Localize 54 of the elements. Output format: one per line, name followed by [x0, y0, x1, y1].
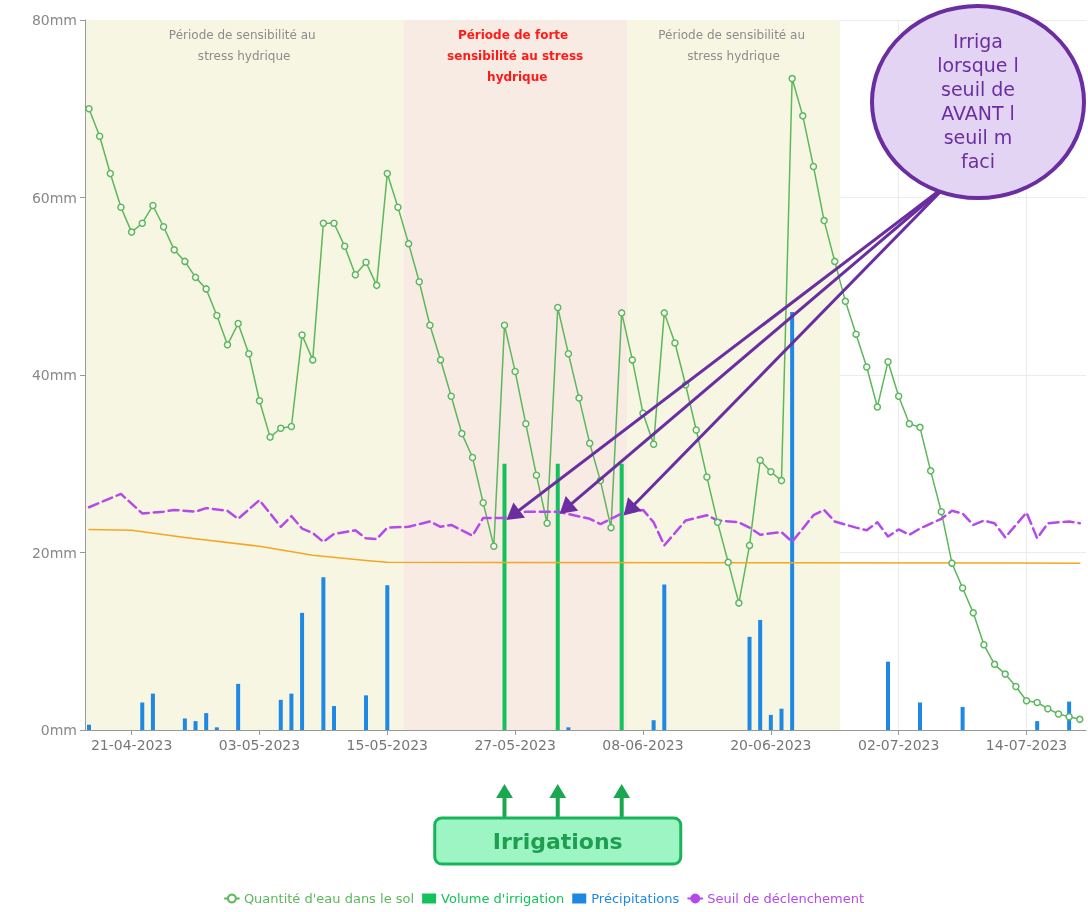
bar [278, 699, 283, 730]
bar [917, 702, 922, 730]
legend-label: Seuil de déclenchement [707, 891, 865, 906]
text: Irrigations [492, 829, 623, 854]
bar [790, 311, 795, 730]
bar [758, 619, 763, 730]
bar [140, 702, 145, 730]
band-label: Période de sensibilité au stress hydrique [658, 27, 809, 63]
bar [747, 636, 752, 730]
bar [332, 706, 337, 730]
bar [779, 708, 784, 730]
bar [385, 585, 390, 730]
y-tick-label: 60mm [31, 189, 77, 206]
bar [363, 695, 368, 730]
line-series [87, 492, 1082, 547]
band-label: Période de sensibilité au stress hydrique [168, 27, 320, 63]
annotation: Irriga lorsque l seuil de AVANT l seuil m faci [937, 30, 1019, 172]
bar [193, 721, 198, 730]
bar [566, 727, 571, 730]
bar [182, 718, 187, 730]
bar [1035, 721, 1040, 730]
line-series [88, 528, 1081, 564]
bar [204, 713, 209, 730]
bar [662, 584, 667, 730]
legend-label: Volume d'irrigation [441, 891, 565, 906]
legend-label: Quantité d'eau dans le sol [243, 891, 415, 906]
x-tick-label: 03-05-2023 [218, 737, 301, 753]
bar [87, 724, 91, 730]
bar [502, 463, 507, 730]
bar [214, 727, 219, 730]
y-tick-label: 0mm [40, 722, 77, 738]
bar [768, 714, 773, 730]
x-tick-label: 27-05-2023 [474, 737, 556, 753]
bar [150, 693, 155, 730]
x-tick-label: 15-05-2023 [346, 737, 428, 753]
x-tick-label: 14-07-2023 [985, 737, 1068, 753]
x-tick-label: 21-04-2023 [90, 737, 173, 753]
bar [886, 661, 891, 730]
bar [300, 612, 305, 730]
bar [289, 693, 294, 730]
y-tick-label: 20mm [31, 544, 77, 561]
bar [619, 463, 624, 730]
y-tick-label: 40mm [31, 367, 77, 383]
y-tick-label: 80mm [31, 12, 77, 28]
legend-label: Précipitations [591, 891, 680, 906]
bar [321, 577, 326, 730]
band-label: Période de forte sensibilité au stress hydrique [447, 27, 584, 84]
x-tick-label: 02-07-2023 [857, 737, 940, 753]
x-tick-label: 20-06-2023 [730, 737, 812, 753]
bar [555, 463, 560, 730]
bar [236, 683, 241, 730]
bar [651, 720, 656, 730]
x-tick-label: 08-06-2023 [602, 737, 684, 753]
bar [960, 706, 965, 730]
